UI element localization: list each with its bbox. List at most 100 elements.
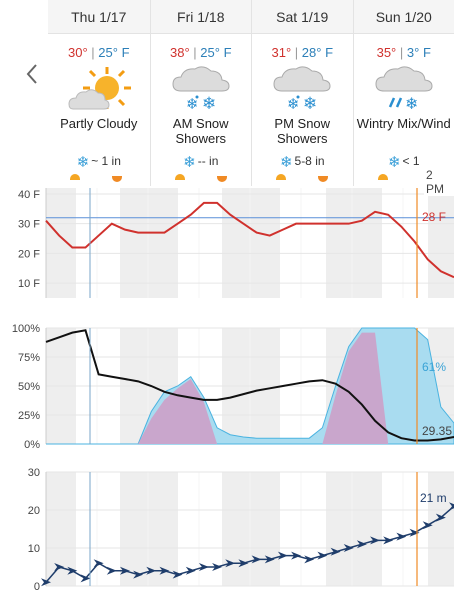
sunset-icon — [318, 176, 328, 182]
day-condition: Wintry Mix/Wind — [356, 116, 451, 131]
wind-direction-arrow — [67, 566, 78, 575]
wind-direction-arrow — [422, 521, 433, 530]
wind-direction-arrow — [80, 574, 91, 583]
temp-low: 25° F — [98, 45, 130, 60]
wind-direction-arrow — [212, 563, 223, 571]
y-tick-label: 0% — [24, 439, 40, 451]
snow-amount: ❄ ~ 1 in — [48, 153, 150, 171]
day-column[interactable]: Sun 1/20 35° | 3° F ❄ Wintry Mix/Wind ❄ <… — [352, 0, 454, 186]
day-date: Sat 1/19 — [252, 0, 353, 34]
wind-direction-arrow — [330, 547, 341, 556]
wind-direction-arrow — [449, 502, 454, 511]
y-tick-label: 100% — [12, 323, 40, 335]
y-tick-label: 10 — [28, 543, 40, 555]
y-tick-label: 10 F — [18, 278, 40, 290]
day-columns: Thu 1/17 30° | 25° F Partly Cloudy ❄ ~ 1 … — [48, 0, 454, 186]
temp-high: 31° — [271, 45, 292, 60]
snowflake-icon: ❄ — [279, 154, 293, 171]
day-temps: 35° | 3° F — [354, 45, 454, 61]
temp-low: 28° F — [301, 45, 334, 60]
snow-amount: ❄ 5-8 in — [252, 153, 353, 171]
snowflake-icon: ❄ — [183, 154, 196, 171]
night-band — [428, 188, 454, 298]
sunrise-icon — [276, 174, 286, 180]
wind-readout: 21 m — [420, 491, 447, 505]
wind-direction-arrow — [356, 540, 367, 549]
svg-text:❄: ❄ — [303, 94, 317, 113]
wind-direction-arrow — [251, 555, 262, 564]
snow-value: < 1 — [402, 154, 420, 168]
svg-text:❄: ❄ — [202, 94, 216, 113]
y-tick-label: 30 — [28, 467, 40, 479]
wind-direction-arrow — [93, 559, 104, 568]
day-date: Sun 1/20 — [353, 0, 454, 34]
wind-direction-arrow — [159, 566, 170, 575]
wind-direction-arrow — [185, 566, 196, 575]
temp-high: 38° — [169, 45, 190, 60]
night-band — [326, 188, 382, 298]
sun-moon-markers — [48, 174, 150, 186]
day-column[interactable]: Thu 1/17 30° | 25° F Partly Cloudy ❄ ~ 1 … — [48, 0, 150, 186]
temp-separator: | — [91, 45, 95, 60]
wind-direction-arrow — [119, 566, 130, 575]
y-tick-label: 40 F — [18, 189, 40, 201]
day-condition: AM Snow Showers — [172, 116, 229, 146]
day-date: Thu 1/17 — [48, 0, 150, 34]
chevron-left-icon — [26, 64, 37, 84]
sunrise-icon — [174, 174, 185, 180]
night-band — [120, 188, 178, 298]
snow-value: 5-8 in — [294, 154, 325, 168]
night-band — [46, 188, 76, 298]
snow-showers-icon: ❄ ❄ — [273, 66, 331, 113]
wind-direction-arrow — [198, 563, 209, 571]
wind-direction-arrow — [264, 555, 275, 564]
y-tick-label: 25% — [18, 410, 40, 422]
precip-chance-readout: 61% — [422, 360, 447, 374]
sun-moon-markers — [151, 174, 252, 186]
wind-direction-arrow — [41, 578, 51, 587]
sunrise-icon — [377, 174, 388, 180]
wind-direction-arrow — [370, 536, 381, 545]
wind-direction-arrow — [396, 532, 407, 541]
wind-chart[interactable]: 30 20 10 0 — [0, 462, 454, 600]
hover-time-label: 2 PM — [424, 168, 454, 196]
wind-direction-arrow — [133, 570, 144, 579]
temperature-line — [45, 201, 454, 279]
wind-direction-arrow — [277, 551, 288, 560]
pressure-readout: 29.35 — [422, 424, 453, 438]
wind-direction-arrow — [146, 566, 157, 575]
temp-high: 35° — [376, 45, 397, 60]
wind-direction-arrow — [225, 559, 236, 568]
sun-moon-markers — [252, 174, 353, 186]
snowflake-icon: ❄ — [76, 154, 90, 171]
previous-days-button[interactable] — [18, 56, 46, 92]
temperature-readout: 28 F — [422, 210, 447, 224]
snow-value: -- in — [197, 154, 219, 168]
day-condition: PM Snow Showers — [274, 116, 331, 146]
temp-separator: | — [193, 45, 197, 60]
sunrise-icon — [70, 174, 80, 180]
day-date: Fri 1/18 — [150, 0, 251, 34]
y-tick-label: 50% — [18, 381, 40, 393]
partly-cloudy-icon — [68, 67, 131, 110]
night-band — [222, 188, 280, 298]
night-band — [222, 472, 280, 586]
sun-moon-markers — [354, 174, 454, 186]
temp-low: 3° F — [406, 45, 431, 60]
sunset-icon — [216, 176, 227, 182]
pressure-line — [45, 329, 454, 442]
y-tick-label: 0 — [34, 581, 40, 593]
precipitation-chart[interactable]: 100% 75% 50% 25% 0% — [0, 318, 454, 452]
sunset-icon — [112, 176, 122, 182]
day-column[interactable]: Fri 1/18 38° | 25° F ❄ ❄ AM Snow Showers… — [149, 0, 252, 186]
y-tick-label: 20 — [28, 505, 40, 517]
wind-direction-arrow — [172, 570, 183, 579]
svg-text:❄: ❄ — [287, 95, 300, 113]
day-temps: 31° | 28° F — [252, 45, 353, 61]
day-column[interactable]: Sat 1/19 31° | 28° F ❄ ❄ PM Snow Showers… — [251, 0, 353, 186]
temperature-chart[interactable]: 40 F 30 F 20 F 10 F — [0, 186, 454, 302]
temp-low: 25° F — [200, 45, 232, 60]
wind-direction-arrow — [304, 555, 315, 564]
night-band — [326, 472, 382, 586]
